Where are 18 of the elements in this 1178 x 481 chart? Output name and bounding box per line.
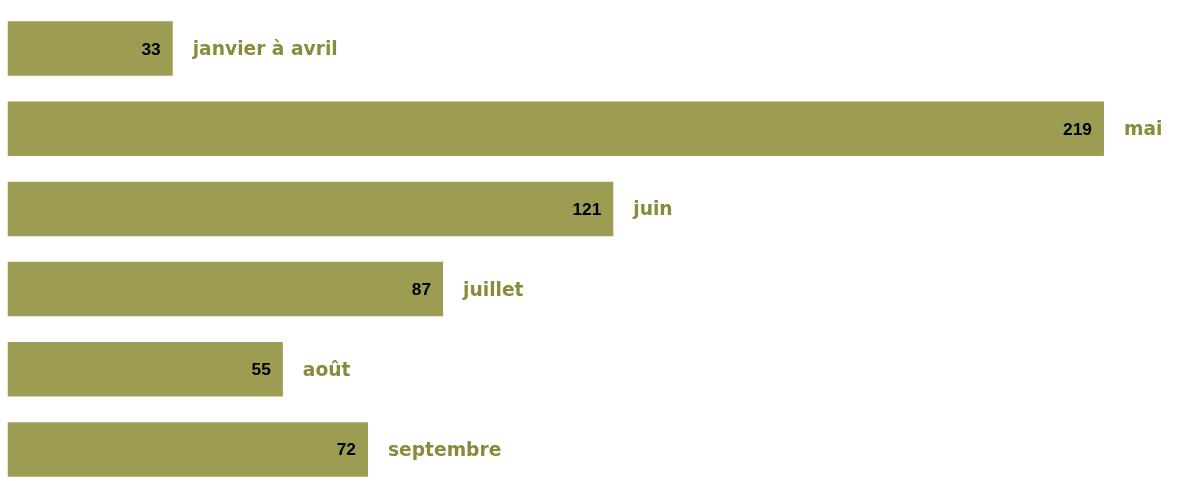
bar <box>7 261 444 317</box>
y-tick-label: juillet <box>462 278 524 300</box>
data-label: 121 <box>572 198 602 219</box>
y-tick-label: août <box>302 358 351 380</box>
y-tick-label: mai <box>1123 118 1163 140</box>
bar <box>7 342 283 397</box>
data-label: 72 <box>336 439 356 460</box>
data-label: 219 <box>1063 118 1092 139</box>
bar <box>7 422 368 477</box>
bar <box>7 101 1104 157</box>
data-label: 33 <box>141 38 162 59</box>
bar <box>7 181 614 237</box>
y-tick-label: septembre <box>387 438 502 460</box>
y-tick-label: janvier à avril <box>191 38 338 60</box>
data-label: 55 <box>251 359 272 380</box>
data-label: 87 <box>411 279 432 300</box>
y-tick-label: juin <box>632 198 673 220</box>
bar <box>7 21 173 76</box>
